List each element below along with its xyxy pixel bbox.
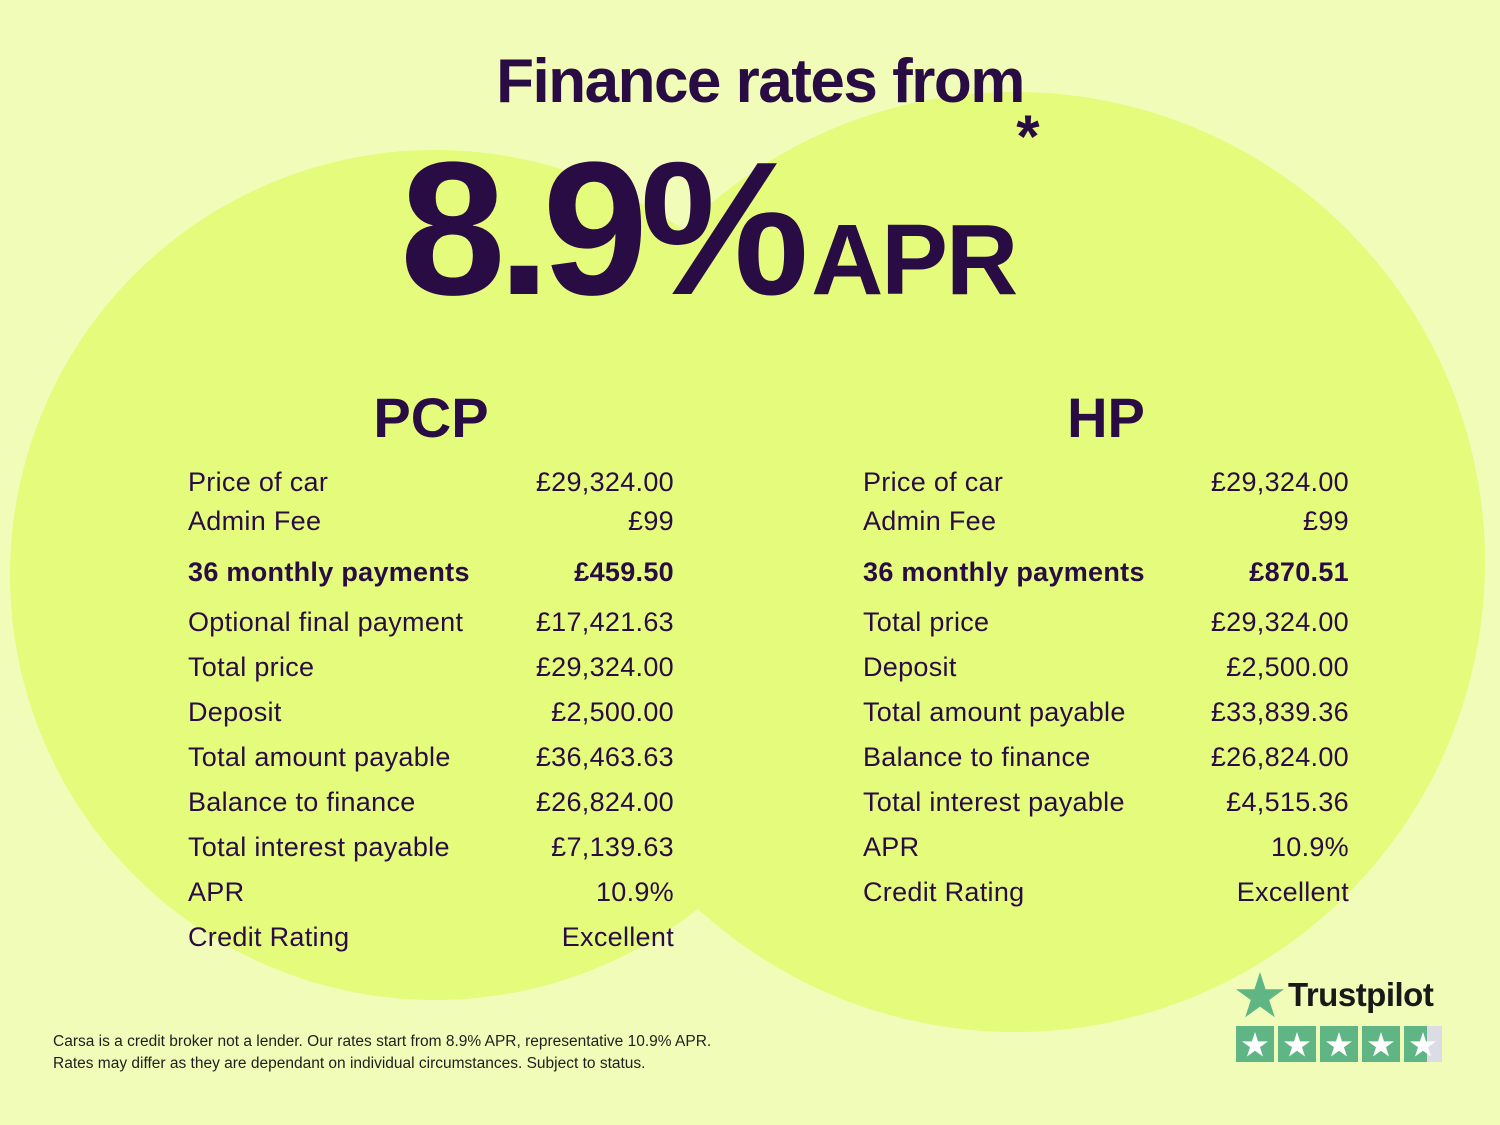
row-label: Total amount payable — [188, 742, 451, 772]
headline-title: Finance rates from — [496, 47, 1025, 116]
disclaimer-line-2: Rates may differ as they are dependant o… — [53, 1055, 646, 1072]
hp-row: Credit Rating Excellent — [863, 870, 1349, 915]
row-value: 10.9% — [1270, 832, 1349, 862]
pcp-row: Total amount payable £36,463.63 — [188, 735, 674, 780]
hp-panel: HP Price of car £29,324.00 Admin Fee £99 36 … — [863, 385, 1349, 915]
trustpilot-logo: Trustpilot — [1236, 972, 1442, 1018]
row-label: Balance to finance — [863, 742, 1091, 772]
pcp-row: Admin Fee £99 — [188, 499, 674, 544]
hp-row: Total price £29,324.00 — [863, 600, 1349, 645]
hp-row: 36 monthly payments £870.51 — [863, 544, 1349, 600]
rating-star-icon — [1404, 1026, 1442, 1062]
row-label: Admin Fee — [863, 506, 997, 536]
pcp-panel: PCP Price of car £29,324.00 Admin Fee £99 36… — [188, 385, 674, 960]
row-label: Balance to finance — [188, 787, 416, 817]
row-label: Deposit — [863, 652, 957, 682]
disclaimer-line-1: Carsa is a credit broker not a lender. O… — [53, 1033, 712, 1050]
background-circle-right — [545, 92, 1485, 1032]
headline-rate: 8.9% APR * — [400, 103, 1040, 338]
star-icon — [1236, 972, 1284, 1018]
row-label: Credit Rating — [188, 922, 350, 952]
row-value: £2,500.00 — [1226, 652, 1349, 682]
row-value: £4,515.36 — [1226, 787, 1349, 817]
row-label: Credit Rating — [863, 877, 1025, 907]
row-label: Price of car — [188, 467, 329, 497]
rate-asterisk: * — [1016, 103, 1040, 170]
row-value: Excellent — [1236, 877, 1349, 907]
trustpilot-rating — [1236, 1026, 1442, 1062]
hp-row: Admin Fee £99 — [863, 499, 1349, 544]
row-label: Total price — [863, 607, 990, 637]
pcp-row: Credit Rating Excellent — [188, 915, 674, 960]
row-label: Total amount payable — [863, 697, 1126, 727]
row-label: Admin Fee — [188, 506, 322, 536]
row-value: £7,139.63 — [551, 832, 674, 862]
row-value: £36,463.63 — [535, 742, 674, 772]
row-label: 36 monthly payments — [863, 557, 1145, 587]
row-value: £870.51 — [1249, 557, 1349, 587]
row-value: £33,839.36 — [1210, 697, 1349, 727]
pcp-row: Optional final payment £17,421.63 — [188, 600, 674, 645]
row-value: £29,324.00 — [535, 467, 674, 497]
rating-star-icon — [1320, 1026, 1358, 1062]
hp-row: Total interest payable £4,515.36 — [863, 780, 1349, 825]
row-value: £29,324.00 — [1210, 607, 1349, 637]
row-value: £17,421.63 — [535, 607, 674, 637]
pcp-row: Balance to finance £26,824.00 — [188, 780, 674, 825]
row-label: Optional final payment — [188, 607, 464, 637]
pcp-row: APR 10.9% — [188, 870, 674, 915]
rating-star-icon — [1278, 1026, 1316, 1062]
row-value: £29,324.00 — [535, 652, 674, 682]
hp-row: APR 10.9% — [863, 825, 1349, 870]
row-label: Price of car — [863, 467, 1004, 497]
row-value: £26,824.00 — [1210, 742, 1349, 772]
pcp-heading: PCP — [373, 386, 489, 449]
row-value: £459.50 — [574, 557, 674, 587]
rating-star-icon — [1236, 1026, 1274, 1062]
row-label: APR — [188, 877, 245, 907]
row-label: Total interest payable — [863, 787, 1125, 817]
rate-value: 8.9% — [400, 123, 809, 335]
row-label: Deposit — [188, 697, 282, 727]
disclaimer: Carsa is a credit broker not a lender. O… — [53, 1031, 711, 1075]
hp-row: Price of car £29,324.00 — [863, 465, 1349, 499]
hp-row: Balance to finance £26,824.00 — [863, 735, 1349, 780]
row-value: £99 — [628, 506, 674, 536]
row-value: £29,324.00 — [1210, 467, 1349, 497]
row-value: 10.9% — [595, 877, 674, 907]
row-label: 36 monthly payments — [188, 557, 470, 587]
trustpilot-badge: Trustpilot — [1236, 972, 1442, 1062]
pcp-row: Total price £29,324.00 — [188, 645, 674, 690]
rating-star-icon — [1362, 1026, 1400, 1062]
pcp-row: Deposit £2,500.00 — [188, 690, 674, 735]
trustpilot-label: Trustpilot — [1288, 976, 1434, 1013]
row-label: Total interest payable — [188, 832, 450, 862]
pcp-row: 36 monthly payments £459.50 — [188, 544, 674, 600]
hp-heading: HP — [1067, 386, 1145, 449]
hp-row: Total amount payable £33,839.36 — [863, 690, 1349, 735]
row-value: £2,500.00 — [551, 697, 674, 727]
row-label: Total price — [188, 652, 315, 682]
row-value: £99 — [1303, 506, 1349, 536]
pcp-row: Price of car £29,324.00 — [188, 465, 674, 499]
row-value: £26,824.00 — [535, 787, 674, 817]
pcp-row: Total interest payable £7,139.63 — [188, 825, 674, 870]
row-value: Excellent — [561, 922, 674, 952]
hp-row: Deposit £2,500.00 — [863, 645, 1349, 690]
row-label: APR — [863, 832, 920, 862]
rate-suffix: APR — [811, 204, 1018, 316]
